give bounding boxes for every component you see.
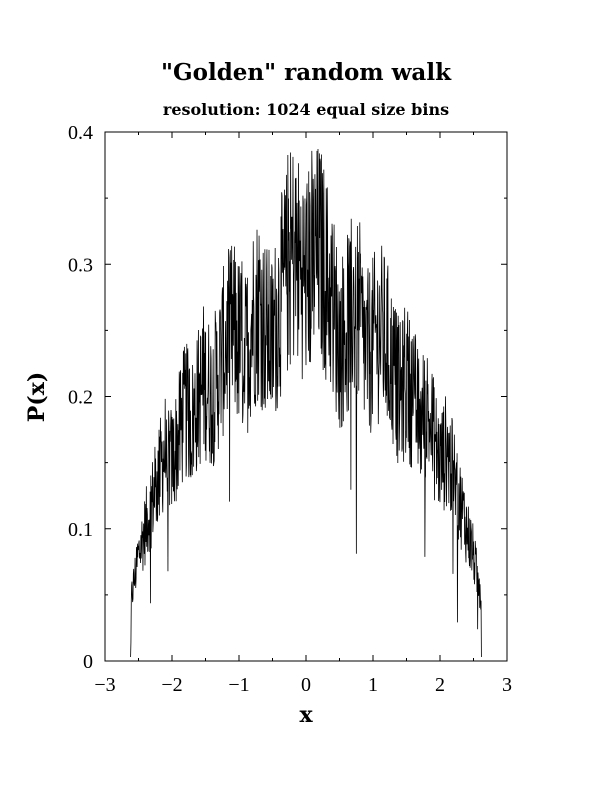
plot-frame — [104, 131, 508, 662]
ticks-group: −3 −2 −1 0 1 2 3 0 0.1 0.2 0.3 0.4 — [68, 122, 512, 696]
y-tick-label: 0.4 — [68, 122, 93, 144]
chart-subtitle: resolution: 1024 equal size bins — [163, 100, 449, 119]
x-tick-label: −3 — [94, 674, 115, 696]
y-tick-label: 0.1 — [68, 519, 93, 541]
x-axis-label: x — [299, 702, 313, 728]
y-tick-label: 0 — [83, 651, 93, 673]
chart-title: "Golden" random walk — [161, 59, 452, 86]
x-tick-label: 0 — [301, 674, 311, 696]
y-tick-label: 0.2 — [68, 387, 93, 409]
series-group — [130, 148, 482, 658]
x-tick-label: −1 — [228, 674, 249, 696]
x-tick-label: −2 — [161, 674, 182, 696]
y-axis-label: P(x) — [24, 372, 50, 422]
series-line — [130, 148, 482, 658]
x-tick-label: 1 — [368, 674, 378, 696]
x-tick-label: 3 — [502, 674, 512, 696]
x-tick-label: 2 — [435, 674, 445, 696]
y-tick-label: 0.3 — [68, 254, 93, 276]
